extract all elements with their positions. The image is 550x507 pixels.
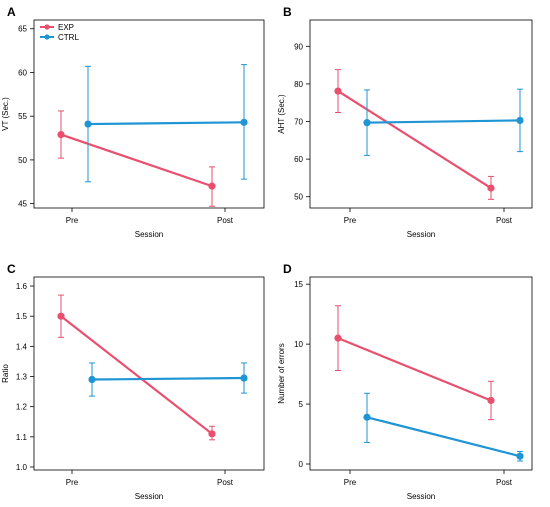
ctrl-series-line <box>366 119 521 124</box>
ctrl-point <box>363 413 371 421</box>
y-tick-label: 45 <box>18 200 27 209</box>
y-tick-label: 60 <box>294 155 303 164</box>
legend-swatch-marker <box>44 34 50 40</box>
y-axis-title: Ratio <box>1 364 10 383</box>
ctrl-series-line <box>87 121 245 126</box>
y-tick-label: 1.4 <box>16 342 28 351</box>
x-axis-title: Session <box>407 492 435 501</box>
exp-series-line <box>337 337 492 402</box>
x-tick-label: Pre <box>66 216 79 225</box>
ctrl-point <box>516 116 524 124</box>
ctrl-point <box>516 452 524 460</box>
y-axis-title: AHT (Sec.) <box>277 94 286 134</box>
plot-frame <box>309 276 533 471</box>
exp-point <box>334 334 342 342</box>
y-tick-label: 90 <box>294 42 303 51</box>
y-tick-label: 80 <box>294 80 303 89</box>
plot-frame <box>309 19 533 209</box>
y-tick-label: 1.2 <box>16 403 28 412</box>
x-axis-title: Session <box>407 230 435 239</box>
y-tick-label: 0 <box>299 460 304 469</box>
plot-frame <box>33 276 265 471</box>
y-tick-label: 1.6 <box>16 282 28 291</box>
x-tick-label: Pre <box>66 478 79 487</box>
ctrl-point <box>363 119 371 127</box>
y-tick-label: 1.3 <box>16 373 28 382</box>
x-tick-label: Post <box>496 216 513 225</box>
ctrl-point <box>240 374 248 382</box>
y-tick-label: 60 <box>18 68 27 77</box>
ctrl-series-line <box>91 376 245 381</box>
ctrl-point <box>84 120 92 128</box>
ctrl-series-line <box>366 416 521 458</box>
x-tick-label: Post <box>217 216 234 225</box>
exp-point <box>208 430 216 438</box>
y-axis-title: Number of errors <box>277 343 286 403</box>
legend-entry: CTRL <box>58 33 79 42</box>
panel-label: B <box>283 5 292 19</box>
ctrl-point <box>240 118 248 126</box>
exp-series-line <box>60 315 213 435</box>
panel-label: D <box>283 262 292 276</box>
exp-series-line <box>337 90 492 190</box>
y-tick-label: 50 <box>18 156 27 165</box>
plot-frame <box>33 19 265 209</box>
y-tick-label: 50 <box>294 193 303 202</box>
ctrl-point <box>88 375 96 384</box>
y-axis-title: VT (Sec.) <box>1 97 10 131</box>
y-tick-label: 1.1 <box>16 433 28 442</box>
y-tick-label: 1.5 <box>16 312 28 321</box>
y-tick-label: 1.0 <box>16 463 28 472</box>
y-tick-label: 65 <box>18 25 27 34</box>
panel-label: C <box>7 262 16 276</box>
legend-swatch-marker <box>44 24 50 30</box>
y-tick-label: 70 <box>294 118 303 127</box>
legend-entry: EXP <box>58 23 74 32</box>
y-tick-label: 10 <box>294 340 303 349</box>
y-tick-label: 5 <box>299 400 304 409</box>
exp-point <box>57 312 65 320</box>
y-tick-label: 55 <box>18 112 27 121</box>
exp-point <box>487 184 495 192</box>
x-axis-title: Session <box>135 492 163 501</box>
exp-series-line <box>60 133 213 188</box>
x-tick-label: Pre <box>344 216 357 225</box>
x-tick-label: Pre <box>344 478 357 487</box>
panel-label: A <box>7 5 16 19</box>
x-tick-label: Post <box>217 478 234 487</box>
exp-point <box>208 182 216 190</box>
exp-point <box>57 130 65 139</box>
x-axis-title: Session <box>135 230 163 239</box>
x-tick-label: Post <box>496 478 513 487</box>
exp-point <box>334 87 342 95</box>
exp-point <box>487 396 495 405</box>
y-tick-label: 15 <box>294 280 303 289</box>
